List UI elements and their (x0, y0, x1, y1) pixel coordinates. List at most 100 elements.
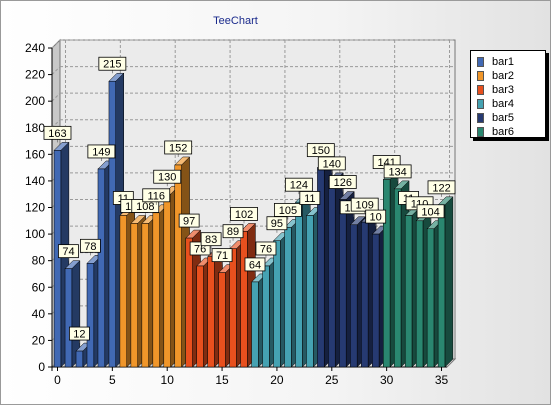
bar (75, 350, 84, 368)
bar (97, 168, 106, 368)
x-tick-label: 0 (54, 373, 61, 387)
data-label-box (230, 207, 258, 221)
bar (141, 223, 149, 368)
legend-label-bar1: bar1 (492, 56, 515, 68)
data-label: 109 (356, 200, 374, 212)
bar (426, 228, 435, 368)
data-label: 150 (312, 145, 330, 157)
x-tick-label: 30 (380, 373, 394, 387)
bar (196, 265, 204, 368)
bar (64, 268, 73, 368)
data-label-box (200, 232, 222, 247)
data-label: 76 (194, 243, 206, 255)
y-tick-label: 180 (25, 121, 45, 135)
data-label: 108 (136, 201, 154, 213)
y-tick-label: 0 (38, 360, 45, 374)
bar (185, 237, 193, 368)
legend-item-bar2: bar2 (477, 69, 545, 83)
x-tick-label: 10 (161, 373, 175, 387)
legend-swatch-bar2 (477, 71, 484, 81)
data-label-box (222, 224, 244, 239)
data-label: 12 (73, 329, 85, 341)
data-label: 74 (62, 246, 74, 258)
legend-item-bar1: bar1 (477, 55, 545, 69)
bar (328, 180, 336, 368)
bar (163, 193, 171, 368)
data-label: 134 (388, 166, 406, 178)
data-label-box (164, 140, 193, 155)
data-label-box (58, 244, 79, 259)
data-label-box (299, 191, 321, 205)
data-label-box (43, 125, 72, 140)
bar (350, 224, 358, 368)
y-tick-label: 120 (25, 201, 45, 215)
legend-swatch-bar4 (477, 99, 484, 109)
bar (306, 215, 314, 368)
bar (372, 233, 380, 368)
data-label-box (328, 175, 357, 189)
legend-swatch-bar6 (477, 127, 484, 137)
legend-swatch-bar5 (477, 113, 484, 123)
data-label-box (383, 164, 412, 179)
legend-item-bar4: bar4 (477, 97, 545, 111)
legend-label-bar4: bar4 (492, 98, 515, 110)
data-label: 105 (279, 205, 297, 217)
data-label-box (211, 248, 233, 263)
gridline-y-left (51, 39, 61, 49)
y-tick-label: 160 (25, 147, 45, 161)
bar (295, 201, 303, 368)
data-label: 163 (48, 128, 66, 140)
data-label: 122 (432, 182, 450, 194)
gridline-y-left (51, 92, 61, 102)
gridline-y-left (51, 66, 61, 75)
y-tick-label: 80 (32, 254, 46, 268)
legend-label-bar3: bar3 (492, 84, 515, 96)
data-label: 126 (334, 177, 352, 189)
data-label-box (365, 209, 387, 224)
data-label-box (427, 180, 456, 195)
bar (404, 215, 413, 368)
data-label-box (317, 156, 346, 171)
data-label-box (80, 238, 101, 253)
data-label: 140 (323, 158, 341, 170)
bar (240, 231, 248, 368)
legend-swatch-bar3 (477, 85, 484, 95)
bar (119, 215, 127, 368)
y-tick-label: 100 (25, 227, 45, 241)
data-label-box (350, 197, 379, 212)
y-tick-label: 220 (25, 68, 45, 82)
data-label-box (69, 326, 90, 341)
legend: bar1 bar2 bar3 bar4 bar5 bar6 (470, 50, 546, 138)
y-tick-label: 60 (32, 280, 46, 294)
legend-label-bar2: bar2 (492, 70, 515, 82)
bar (108, 80, 116, 368)
y-tick-label: 40 (32, 307, 46, 321)
data-label-box (142, 188, 171, 203)
y-tick-label: 240 (25, 41, 45, 55)
bar (437, 204, 446, 368)
bar (86, 263, 95, 368)
bar (174, 164, 182, 368)
bar (152, 212, 160, 368)
data-label: 83 (205, 234, 217, 246)
data-label: 116 (147, 190, 165, 202)
bar (207, 256, 215, 368)
data-label-box (416, 204, 445, 219)
x-tick-label: 25 (325, 373, 339, 387)
bar (361, 221, 369, 368)
x-tick-label: 5 (109, 373, 116, 387)
data-label: 152 (169, 142, 187, 154)
data-label: 76 (260, 243, 272, 255)
data-label: 11 (118, 193, 129, 205)
x-tick-label: 20 (270, 373, 284, 387)
data-label: 11 (304, 193, 315, 205)
bar (393, 188, 402, 368)
data-label: 104 (421, 206, 439, 218)
data-label: 124 (290, 180, 308, 192)
bar (383, 179, 391, 368)
data-label: 95 (271, 218, 283, 230)
legend-item-bar5: bar5 (477, 111, 545, 125)
data-label-box (153, 169, 182, 184)
bar (251, 281, 259, 368)
